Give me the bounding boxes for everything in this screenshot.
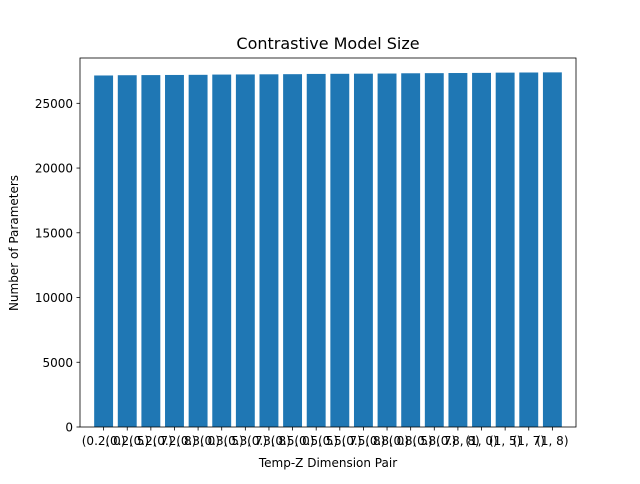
x-tick-label: (1, 8) xyxy=(536,434,568,448)
bar xyxy=(377,73,397,427)
bar xyxy=(165,74,184,428)
x-tick-label: (0.5, 0) xyxy=(271,434,315,448)
bar xyxy=(495,72,515,427)
x-tick-label: (0.8, 8) xyxy=(436,434,480,448)
x-tick-label: (0.3, 7) xyxy=(223,434,267,448)
bar xyxy=(424,73,444,428)
bar xyxy=(519,72,539,427)
bar xyxy=(117,75,137,427)
x-tick-label: (0.5, 8) xyxy=(342,434,386,448)
x-tick-label: (0.5, 7) xyxy=(318,434,362,448)
x-tick-label: (1, 7) xyxy=(513,434,545,448)
x-axis-label: Temp-Z Dimension Pair xyxy=(258,456,397,470)
bar xyxy=(306,73,326,428)
x-tick-label: (0.2, 7) xyxy=(129,434,173,448)
x-tick-label: (0.3, 5) xyxy=(200,434,244,448)
bar xyxy=(472,72,491,427)
bar xyxy=(94,75,114,427)
x-tick-label: (0.3, 8) xyxy=(247,434,291,448)
plot-frame xyxy=(79,57,577,428)
bar xyxy=(330,73,350,428)
bar xyxy=(448,73,468,428)
chart-title: Contrastive Model Size xyxy=(236,34,419,53)
bar xyxy=(141,75,161,427)
bar xyxy=(212,74,232,427)
bar xyxy=(283,74,303,428)
y-tick-label: 25000 xyxy=(35,97,73,111)
y-tick-label: 20000 xyxy=(35,162,73,176)
x-tick-label: (0.2, 5) xyxy=(105,434,149,448)
bar xyxy=(259,74,279,427)
bar xyxy=(401,73,421,427)
bars-layer xyxy=(94,72,562,428)
y-tick-label: 15000 xyxy=(35,226,73,240)
y-axis-label: Number of Parameters xyxy=(7,175,21,311)
bar xyxy=(235,74,255,427)
bar xyxy=(188,74,208,427)
axes-layer: 0 5000 10000 15000 20000 25000 (0.2, 0)(0.2, 5… xyxy=(35,57,577,448)
x-tick-label: (1, 0) xyxy=(465,434,497,448)
bar xyxy=(353,73,373,428)
x-tick-label: (0.5, 5) xyxy=(294,434,338,448)
x-tick-label: (1, 5) xyxy=(489,434,521,448)
x-tick-label: (0.8, 0) xyxy=(365,434,409,448)
x-tick-label: (0.3, 0) xyxy=(176,434,220,448)
y-tick-label: 10000 xyxy=(35,291,73,305)
y-tick-label: 5000 xyxy=(42,356,73,370)
bar xyxy=(542,72,562,428)
x-tick-label: (0.2, 8) xyxy=(153,434,197,448)
x-tick-label: (0.8, 5) xyxy=(389,434,433,448)
x-tick-label: (0.8, 7) xyxy=(412,434,456,448)
y-tick-label: 0 xyxy=(65,421,73,435)
x-tick-label: (0.2, 0) xyxy=(82,434,126,448)
